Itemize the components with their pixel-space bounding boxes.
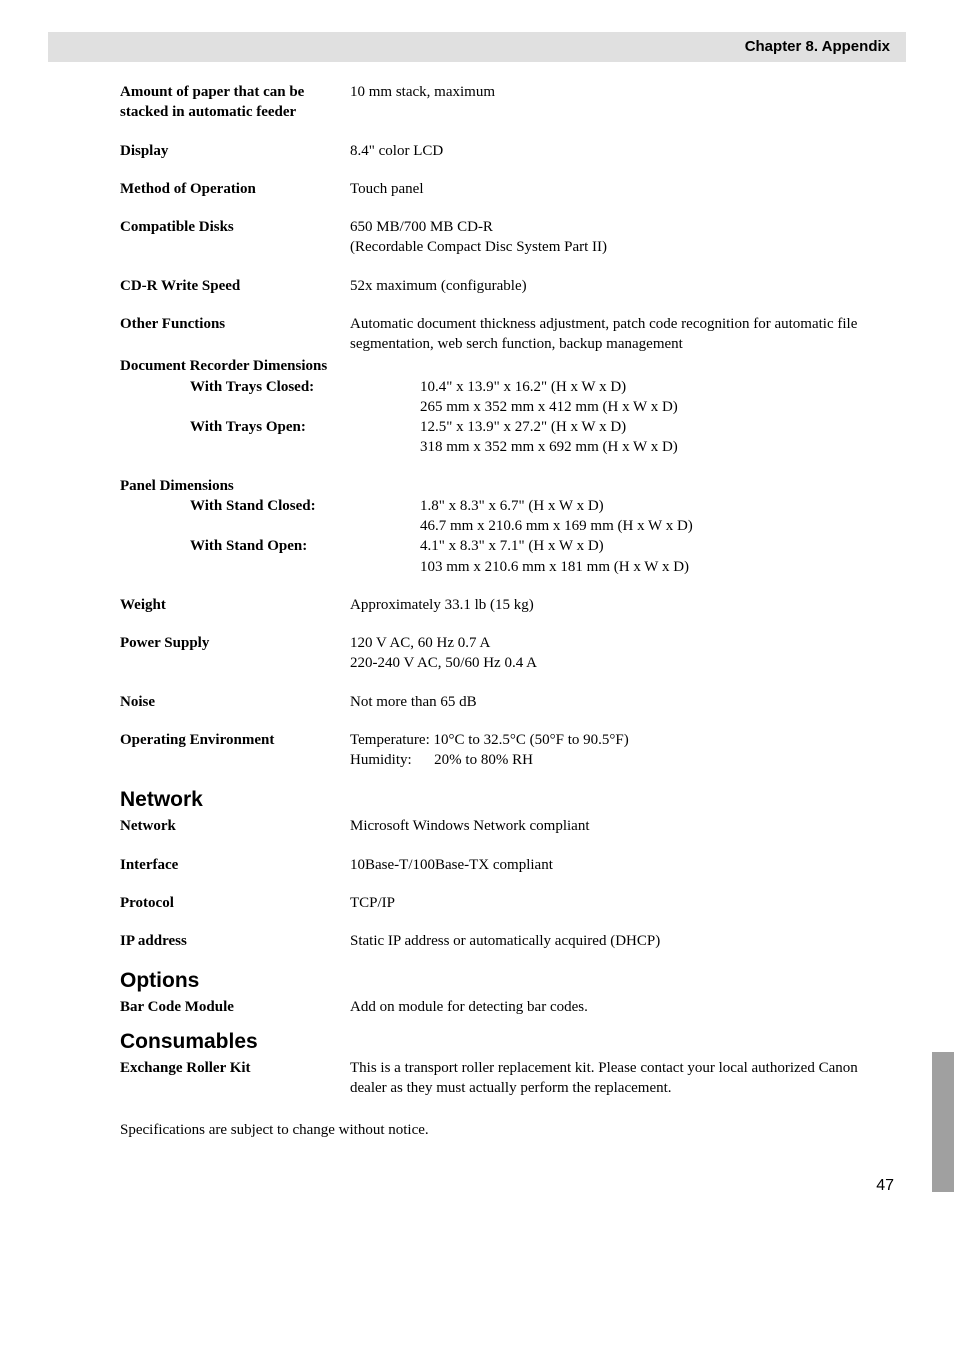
spec-label: Amount of paper that can be stacked in a… bbox=[120, 82, 350, 123]
page: Chapter 8. Appendix Amount of paper that… bbox=[0, 32, 954, 1215]
spec-value-line: 650 MB/700 MB CD-R bbox=[350, 217, 864, 237]
spec-label: Power Supply bbox=[120, 633, 350, 674]
section-options-title: Options bbox=[120, 969, 864, 993]
chapter-title: Chapter 8. Appendix bbox=[745, 38, 890, 55]
spec-sublabel: With Stand Open: bbox=[120, 536, 420, 577]
spec-cdr: CD-R Write Speed 52x maximum (configurab… bbox=[120, 276, 864, 296]
spec-value: 8.4" color LCD bbox=[350, 141, 864, 161]
spec-label: Noise bbox=[120, 692, 350, 712]
spec-value: Touch panel bbox=[350, 179, 864, 199]
content-area: Amount of paper that can be stacked in a… bbox=[0, 62, 954, 1159]
spec-value: Temperature: 10°C to 32.5°C (50°F to 90.… bbox=[350, 730, 864, 771]
spec-noise: Noise Not more than 65 dB bbox=[120, 692, 864, 712]
spec-label: Compatible Disks bbox=[120, 217, 350, 258]
spec-label: Other Functions bbox=[120, 314, 350, 355]
spec-label: Document Recorder Dimensions bbox=[120, 356, 864, 376]
spec-label: Method of Operation bbox=[120, 179, 350, 199]
spec-value-line: 318 mm x 352 mm x 692 mm (H x W x D) bbox=[420, 437, 864, 457]
spec-trays-closed: With Trays Closed: 10.4" x 13.9" x 16.2"… bbox=[120, 377, 864, 418]
side-tab-icon bbox=[932, 1052, 954, 1192]
spec-value-line: 12.5" x 13.9" x 27.2" (H x W x D) bbox=[420, 417, 864, 437]
spec-ip: IP address Static IP address or automati… bbox=[120, 931, 864, 951]
section-network-title: Network bbox=[120, 788, 864, 812]
spec-sublabel: With Trays Closed: bbox=[120, 377, 420, 418]
spec-panel-dimensions: Panel Dimensions With Stand Closed: 1.8"… bbox=[120, 476, 864, 577]
spec-value: 4.1" x 8.3" x 7.1" (H x W x D) 103 mm x … bbox=[420, 536, 864, 577]
page-number: 47 bbox=[0, 1159, 954, 1215]
spec-stand-open: With Stand Open: 4.1" x 8.3" x 7.1" (H x… bbox=[120, 536, 864, 577]
spec-value: 12.5" x 13.9" x 27.2" (H x W x D) 318 mm… bbox=[420, 417, 864, 458]
spec-environment: Operating Environment Temperature: 10°C … bbox=[120, 730, 864, 771]
spec-value: Not more than 65 dB bbox=[350, 692, 864, 712]
spec-label: Interface bbox=[120, 855, 350, 875]
spec-value: Static IP address or automatically acqui… bbox=[350, 931, 864, 951]
spec-label: Weight bbox=[120, 595, 350, 615]
spec-interface: Interface 10Base-T/100Base-TX compliant bbox=[120, 855, 864, 875]
spec-label: CD-R Write Speed bbox=[120, 276, 350, 296]
spec-stand-closed: With Stand Closed: 1.8" x 8.3" x 6.7" (H… bbox=[120, 496, 864, 537]
spec-other: Other Functions Automatic document thick… bbox=[120, 314, 864, 355]
spec-value-line: 4.1" x 8.3" x 7.1" (H x W x D) bbox=[420, 536, 864, 556]
spec-value: 120 V AC, 60 Hz 0.7 A 220-240 V AC, 50/6… bbox=[350, 633, 864, 674]
spec-label: Protocol bbox=[120, 893, 350, 913]
spec-value: 10 mm stack, maximum bbox=[350, 82, 864, 123]
spec-barcode: Bar Code Module Add on module for detect… bbox=[120, 997, 864, 1017]
spec-display: Display 8.4" color LCD bbox=[120, 141, 864, 161]
spec-roller: Exchange Roller Kit This is a transport … bbox=[120, 1058, 864, 1099]
spec-sublabel: With Trays Open: bbox=[120, 417, 420, 458]
spec-label: IP address bbox=[120, 931, 350, 951]
spec-value-line: Temperature: 10°C to 32.5°C (50°F to 90.… bbox=[350, 730, 864, 750]
chapter-header-bar: Chapter 8. Appendix bbox=[48, 32, 906, 62]
spec-value: Microsoft Windows Network compliant bbox=[350, 816, 864, 836]
spec-value-line: Humidity: 20% to 80% RH bbox=[350, 750, 864, 770]
spec-value-line: 1.8" x 8.3" x 6.7" (H x W x D) bbox=[420, 496, 864, 516]
spec-label: Display bbox=[120, 141, 350, 161]
spec-value-line: 265 mm x 352 mm x 412 mm (H x W x D) bbox=[420, 397, 864, 417]
spec-value-line: 220-240 V AC, 50/60 Hz 0.4 A bbox=[350, 653, 864, 673]
spec-network: Network Microsoft Windows Network compli… bbox=[120, 816, 864, 836]
spec-value: 52x maximum (configurable) bbox=[350, 276, 864, 296]
spec-paper-amount: Amount of paper that can be stacked in a… bbox=[120, 82, 864, 123]
spec-label: Panel Dimensions bbox=[120, 476, 864, 496]
page-wrapper: Chapter 8. Appendix Amount of paper that… bbox=[0, 32, 954, 1215]
spec-label: Operating Environment bbox=[120, 730, 350, 771]
spec-weight: Weight Approximately 33.1 lb (15 kg) bbox=[120, 595, 864, 615]
spec-power: Power Supply 120 V AC, 60 Hz 0.7 A 220-2… bbox=[120, 633, 864, 674]
spec-label: Bar Code Module bbox=[120, 997, 350, 1017]
spec-disks: Compatible Disks 650 MB/700 MB CD-R (Rec… bbox=[120, 217, 864, 258]
spec-doc-dimensions: Document Recorder Dimensions With Trays … bbox=[120, 356, 864, 457]
spec-value: Add on module for detecting bar codes. bbox=[350, 997, 864, 1017]
spec-value: 1.8" x 8.3" x 6.7" (H x W x D) 46.7 mm x… bbox=[420, 496, 864, 537]
footer-note: Specifications are subject to change wit… bbox=[120, 1122, 864, 1139]
spec-value-line: 103 mm x 210.6 mm x 181 mm (H x W x D) bbox=[420, 557, 864, 577]
humidity-value: 20% to 80% RH bbox=[434, 752, 533, 768]
spec-value-line: (Recordable Compact Disc System Part II) bbox=[350, 237, 864, 257]
spec-value: This is a transport roller replacement k… bbox=[350, 1058, 864, 1099]
spec-trays-open: With Trays Open: 12.5" x 13.9" x 27.2" (… bbox=[120, 417, 864, 458]
spec-value: TCP/IP bbox=[350, 893, 864, 913]
spec-protocol: Protocol TCP/IP bbox=[120, 893, 864, 913]
spec-value: Automatic document thickness adjustment,… bbox=[350, 314, 864, 355]
spec-label: Exchange Roller Kit bbox=[120, 1058, 350, 1099]
spec-value: 10Base-T/100Base-TX compliant bbox=[350, 855, 864, 875]
spec-value-line: 46.7 mm x 210.6 mm x 169 mm (H x W x D) bbox=[420, 516, 864, 536]
spec-value: Approximately 33.1 lb (15 kg) bbox=[350, 595, 864, 615]
spec-value-line: 10.4" x 13.9" x 16.2" (H x W x D) bbox=[420, 377, 864, 397]
humidity-label: Humidity: bbox=[350, 752, 412, 768]
spec-value-line: 120 V AC, 60 Hz 0.7 A bbox=[350, 633, 864, 653]
spec-value: 10.4" x 13.9" x 16.2" (H x W x D) 265 mm… bbox=[420, 377, 864, 418]
section-consumables-title: Consumables bbox=[120, 1030, 864, 1054]
spec-label: Network bbox=[120, 816, 350, 836]
spec-method: Method of Operation Touch panel bbox=[120, 179, 864, 199]
spec-sublabel: With Stand Closed: bbox=[120, 496, 420, 537]
spec-value: 650 MB/700 MB CD-R (Recordable Compact D… bbox=[350, 217, 864, 258]
